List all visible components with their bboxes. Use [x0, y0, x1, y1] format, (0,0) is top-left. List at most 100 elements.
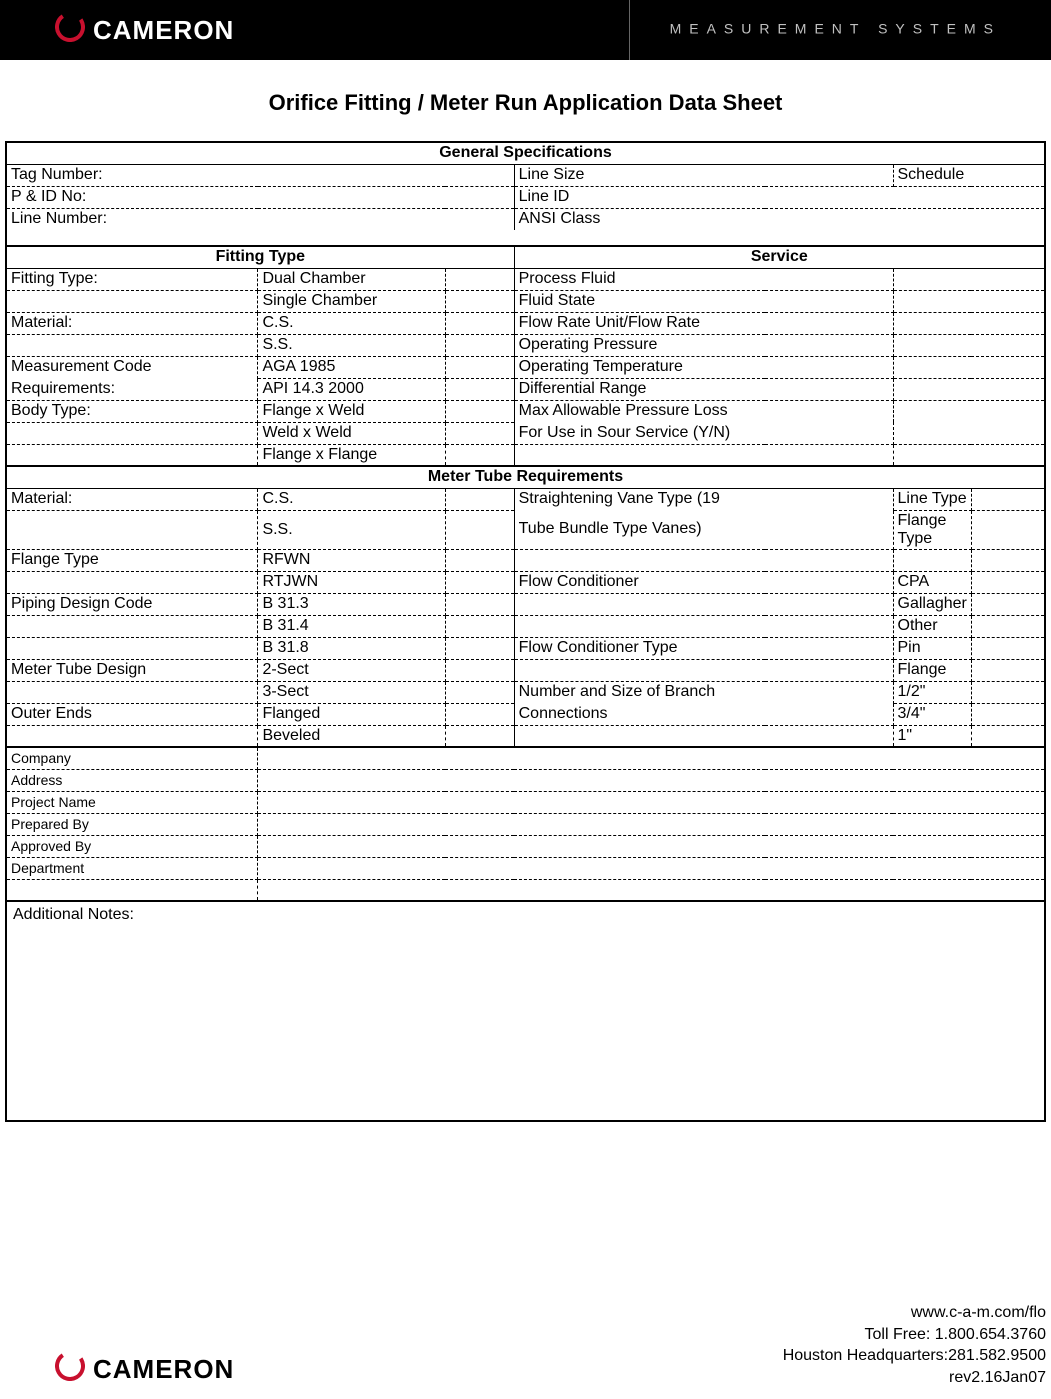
empty [6, 510, 258, 549]
line-size-value[interactable] [765, 164, 893, 186]
pid-value[interactable] [258, 186, 514, 208]
weld-weld-check[interactable] [445, 422, 514, 444]
department-value[interactable] [258, 857, 1045, 879]
header-bar: CAMERON MEASUREMENT SYSTEMS [0, 0, 1051, 60]
mtr-header-row: Meter Tube Requirements [6, 466, 1045, 488]
mtr-ss-check[interactable] [445, 510, 514, 549]
cs-option: C.S. [258, 312, 446, 334]
table-row: Single Chamber Fluid State [6, 290, 1045, 312]
empty [971, 549, 1045, 571]
op-temp-value[interactable] [893, 356, 1045, 378]
process-fluid-label: Process Fluid [514, 268, 893, 290]
single-chamber-check[interactable] [445, 290, 514, 312]
sect2-check[interactable] [445, 659, 514, 681]
line-number-value[interactable] [258, 208, 514, 230]
half-inch-check[interactable] [971, 681, 1045, 703]
flange-weld-check[interactable] [445, 400, 514, 422]
pin-check[interactable] [971, 637, 1045, 659]
rtjwn-check[interactable] [445, 571, 514, 593]
empty [514, 444, 893, 466]
schedule-value[interactable] [971, 164, 1045, 186]
sour-value[interactable] [893, 422, 1045, 444]
footer-hq: Houston Headquarters:281.582.9500 [783, 1345, 1046, 1367]
b313-check[interactable] [445, 593, 514, 615]
op-pressure-value[interactable] [893, 334, 1045, 356]
additional-notes-box[interactable]: Additional Notes: [5, 902, 1046, 1122]
b318-option: B 31.8 [258, 637, 446, 659]
header-right-text: MEASUREMENT SYSTEMS [629, 0, 1001, 60]
outer-ends-label: Outer Ends [6, 703, 258, 725]
flange-check[interactable] [971, 659, 1045, 681]
table-row: Meter Tube Design 2-Sect Flange [6, 659, 1045, 681]
prepared-by-value[interactable] [258, 813, 1045, 835]
service-header: Service [514, 246, 1045, 268]
footer-contact: www.c-a-m.com/flo Toll Free: 1.800.654.3… [783, 1302, 1046, 1388]
schedule-label: Schedule [893, 164, 971, 186]
fluid-state-value[interactable] [893, 290, 1045, 312]
flow-cond-type-label: Flow Conditioner Type [514, 637, 893, 659]
cpa-check[interactable] [971, 571, 1045, 593]
branch-label-2: Connections [514, 703, 893, 725]
body-type-label: Body Type: [6, 400, 258, 422]
project-name-value[interactable] [258, 791, 1045, 813]
flange-flange-check[interactable] [445, 444, 514, 466]
approved-by-value[interactable] [258, 835, 1045, 857]
empty [893, 444, 1045, 466]
table-row: B 31.8 Flow Conditioner Type Pin [6, 637, 1045, 659]
tag-number-value[interactable] [258, 164, 514, 186]
pin-option: Pin [893, 637, 971, 659]
fitting-type-label: Fitting Type: [6, 268, 258, 290]
ss-check[interactable] [445, 334, 514, 356]
line-id-value[interactable] [765, 186, 1045, 208]
three-quarter-check[interactable] [971, 703, 1045, 725]
half-inch-option: 1/2" [893, 681, 971, 703]
b318-check[interactable] [445, 637, 514, 659]
table-row: Flange x Flange [6, 444, 1045, 466]
rfwn-option: RFWN [258, 549, 446, 571]
diff-range-value[interactable] [893, 378, 1045, 400]
footer-brand-text: CAMERON [93, 1354, 234, 1385]
beveled-check[interactable] [445, 725, 514, 747]
aga-check[interactable] [445, 356, 514, 378]
requirements-label: Requirements: [6, 378, 258, 400]
empty [514, 659, 893, 681]
process-fluid-value[interactable] [893, 268, 1045, 290]
b314-option: B 31.4 [258, 615, 446, 637]
address-value[interactable] [258, 769, 1045, 791]
empty [6, 290, 258, 312]
aga-option: AGA 1985 [258, 356, 446, 378]
dual-chamber-check[interactable] [445, 268, 514, 290]
other-check[interactable] [971, 615, 1045, 637]
gallagher-check[interactable] [971, 593, 1045, 615]
rtjwn-option: RTJWN [258, 571, 446, 593]
op-temp-label: Operating Temperature [514, 356, 893, 378]
b314-check[interactable] [445, 615, 514, 637]
api-option: API 14.3 2000 [258, 378, 446, 400]
company-value[interactable] [258, 747, 1045, 769]
table-row: Prepared By [6, 813, 1045, 835]
form-table: General Specifications Tag Number: Line … [5, 141, 1046, 902]
table-row: Line Number: ANSI Class [6, 208, 1045, 230]
footer-toll-free: Toll Free: 1.800.654.3760 [783, 1324, 1046, 1346]
one-inch-check[interactable] [971, 725, 1045, 747]
flow-rate-value2[interactable] [971, 312, 1045, 334]
line-type-check[interactable] [971, 488, 1045, 510]
measurement-code-label: Measurement Code [6, 356, 258, 378]
footer-logo: CAMERON [55, 1351, 234, 1388]
max-loss-value[interactable] [893, 400, 1045, 422]
flange-type-r-check[interactable] [971, 510, 1045, 549]
table-row: Requirements: API 14.3 2000 Differential… [6, 378, 1045, 400]
rfwn-check[interactable] [445, 549, 514, 571]
ansi-class-value[interactable] [765, 208, 1045, 230]
cs-check[interactable] [445, 312, 514, 334]
api-check[interactable] [445, 378, 514, 400]
ansi-class-label: ANSI Class [514, 208, 765, 230]
flow-rate-value1[interactable] [893, 312, 971, 334]
mtr-cs-check[interactable] [445, 488, 514, 510]
flange-option: Flange [893, 659, 971, 681]
empty [6, 681, 258, 703]
sect3-check[interactable] [445, 681, 514, 703]
other-option: Other [893, 615, 971, 637]
table-row: Outer Ends Flanged Connections 3/4" [6, 703, 1045, 725]
flanged-check[interactable] [445, 703, 514, 725]
